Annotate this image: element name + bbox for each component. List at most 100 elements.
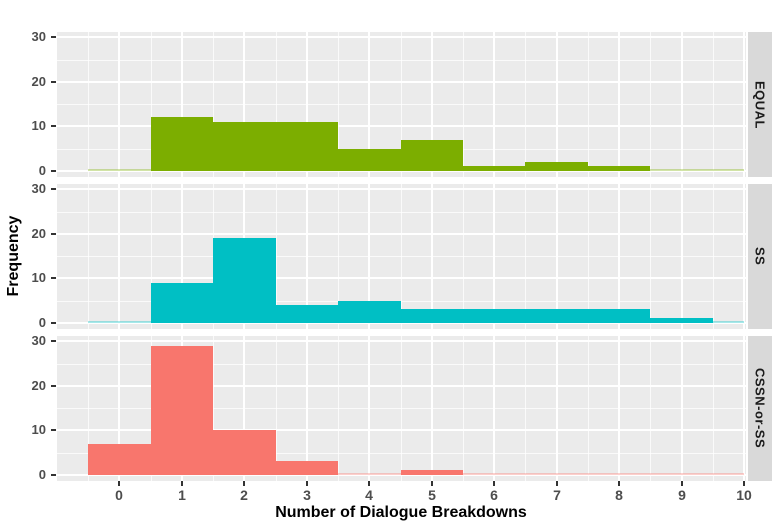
x-tick-label: 8 (615, 487, 623, 503)
x-tick-label: 1 (178, 487, 186, 503)
y-tick-mark (51, 340, 56, 342)
facet-strip-label: SS (752, 247, 768, 266)
major-gridline-h (57, 233, 746, 235)
major-gridline-v (493, 32, 495, 177)
major-gridline-h (57, 125, 746, 127)
major-gridline-h (57, 385, 746, 387)
facet-strip: EQUAL (748, 32, 772, 177)
histogram-bar (276, 461, 338, 475)
histogram-bar (151, 283, 213, 323)
x-tick-mark (618, 481, 620, 486)
minor-gridline-h (57, 301, 746, 302)
x-tick-label: 4 (365, 487, 373, 503)
major-gridline-v (368, 32, 370, 177)
y-tick-mark (51, 233, 56, 235)
y-tick-label: 30 (31, 29, 46, 44)
y-tick-mark (51, 170, 56, 172)
x-tick-mark (681, 481, 683, 486)
major-gridline-v (243, 32, 245, 177)
facet-strip: SS (748, 184, 772, 329)
histogram-bar (338, 301, 401, 323)
x-axis-title: Number of Dialogue Breakdowns (275, 504, 527, 521)
major-gridline-v (306, 336, 308, 481)
x-tick-label: 9 (678, 487, 686, 503)
y-tick-label: 20 (31, 74, 46, 89)
y-tick-label: 30 (31, 333, 46, 348)
y-tick-label: 0 (38, 467, 46, 482)
facet-panel-SS (57, 184, 746, 329)
y-tick-mark (51, 81, 56, 83)
major-gridline-v (681, 184, 683, 329)
major-gridline-v (493, 184, 495, 329)
y-tick-label: 30 (31, 181, 46, 196)
major-gridline-v (743, 32, 745, 177)
major-gridline-v (681, 336, 683, 481)
x-tick-label: 3 (303, 487, 311, 503)
major-gridline-h (57, 170, 746, 172)
x-tick-mark (243, 481, 245, 486)
major-gridline-h (57, 36, 746, 38)
facet-strip-label: EQUAL (752, 80, 768, 129)
minor-gridline-h (57, 104, 746, 105)
y-tick-label: 20 (31, 378, 46, 393)
y-tick-mark (51, 277, 56, 279)
major-gridline-v (431, 184, 433, 329)
histogram-bar (213, 122, 276, 171)
y-tick-mark (51, 125, 56, 127)
y-tick-label: 20 (31, 226, 46, 241)
major-gridline-v (368, 336, 370, 481)
y-tick-mark (51, 429, 56, 431)
major-gridline-h (57, 81, 746, 83)
major-gridline-v (556, 336, 558, 481)
major-gridline-v (743, 184, 745, 329)
major-gridline-h (57, 322, 746, 324)
major-gridline-h (57, 277, 746, 279)
x-tick-label: 2 (240, 487, 248, 503)
major-gridline-v (306, 184, 308, 329)
major-gridline-v (368, 184, 370, 329)
histogram-bar (463, 166, 525, 171)
y-tick-mark (51, 188, 56, 190)
x-tick-mark (118, 481, 120, 486)
x-tick-label: 7 (553, 487, 561, 503)
x-tick-label: 10 (736, 487, 752, 503)
major-gridline-v (181, 184, 183, 329)
y-tick-label: 10 (31, 422, 46, 437)
y-tick-mark (51, 322, 56, 324)
major-gridline-v (306, 32, 308, 177)
facet-strip-label: CSSN-or-SS (752, 368, 768, 449)
major-gridline-v (556, 32, 558, 177)
histogram-bar (588, 309, 650, 323)
x-tick-mark (493, 481, 495, 486)
minor-gridline-h (57, 408, 746, 409)
major-gridline-v (118, 184, 120, 329)
y-tick-label: 10 (31, 118, 46, 133)
major-gridline-h (57, 188, 746, 190)
y-tick-label: 0 (38, 315, 46, 330)
minor-gridline-h (57, 256, 746, 257)
facet-strip: CSSN-or-SS (748, 336, 772, 481)
major-gridline-v (181, 32, 183, 177)
minor-gridline-h (57, 453, 746, 454)
histogram-bar (401, 470, 463, 475)
histogram-bar (151, 117, 213, 171)
major-gridline-v (431, 336, 433, 481)
major-gridline-v (431, 32, 433, 177)
major-gridline-v (243, 336, 245, 481)
histogram-bar (213, 238, 276, 323)
histogram-bar (525, 162, 588, 171)
major-gridline-v (618, 336, 620, 481)
major-gridline-v (556, 184, 558, 329)
y-tick-label: 0 (38, 163, 46, 178)
histogram-bar (650, 318, 713, 323)
histogram-bar (276, 122, 338, 171)
major-gridline-v (118, 336, 120, 481)
histogram-bar (401, 309, 463, 323)
major-gridline-v (743, 336, 745, 481)
major-gridline-h (57, 340, 746, 342)
minor-gridline-h (57, 364, 746, 365)
x-tick-mark (743, 481, 745, 486)
x-tick-mark (431, 481, 433, 486)
minor-gridline-h (57, 212, 746, 213)
